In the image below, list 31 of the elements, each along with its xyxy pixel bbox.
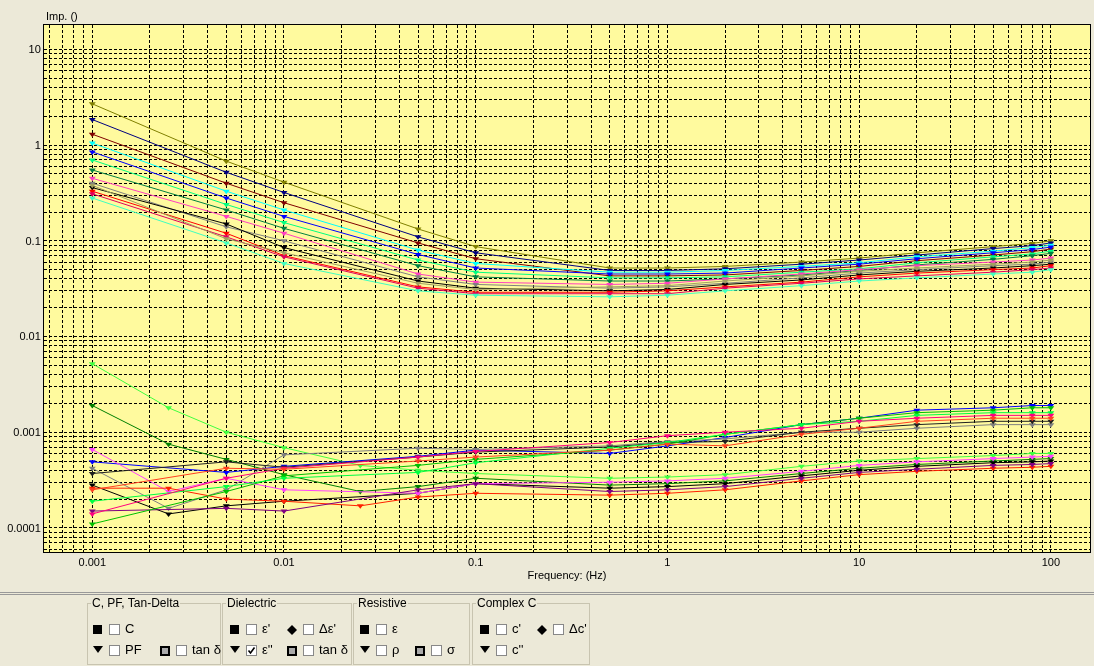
y-tick-label: 1 — [34, 138, 41, 151]
y-tick-label: 0.001 — [13, 426, 41, 439]
y-tick-label: 0.01 — [19, 330, 41, 343]
x-tick-label: 10 — [853, 556, 866, 569]
x-tick-label: 0.001 — [78, 556, 107, 569]
text: ε'' — [262, 642, 273, 657]
text: Dielectric — [226, 596, 278, 610]
text: C — [125, 621, 135, 636]
text: Δc' — [569, 621, 587, 636]
x-tick-label: 100 — [1041, 556, 1061, 569]
text: ρ — [392, 642, 400, 657]
x-tick-label: 0.1 — [468, 556, 484, 569]
text: tan δ — [319, 642, 348, 657]
y-tick-label: 0.1 — [25, 234, 41, 247]
x-tick-label: 0.01 — [273, 556, 295, 569]
text: Resistive — [357, 596, 408, 610]
text: C, PF, Tan-Delta — [91, 596, 181, 610]
text: ε' — [262, 621, 271, 636]
y-tick-label: 10 — [28, 43, 41, 56]
text: σ — [447, 642, 456, 657]
text: tan δ — [192, 642, 221, 657]
x-tick-label: 1 — [664, 556, 671, 569]
y-axis-title: Imp. () — [46, 10, 78, 22]
y-tick-label: 0.0001 — [7, 521, 41, 534]
x-axis-title: Frequency: (Hz) — [527, 569, 607, 582]
text: Complex C — [476, 596, 538, 610]
text: PF — [125, 642, 142, 657]
text: Δε' — [319, 621, 336, 636]
text: c' — [512, 621, 521, 636]
text: c'' — [512, 642, 524, 657]
text: ε — [392, 621, 398, 636]
